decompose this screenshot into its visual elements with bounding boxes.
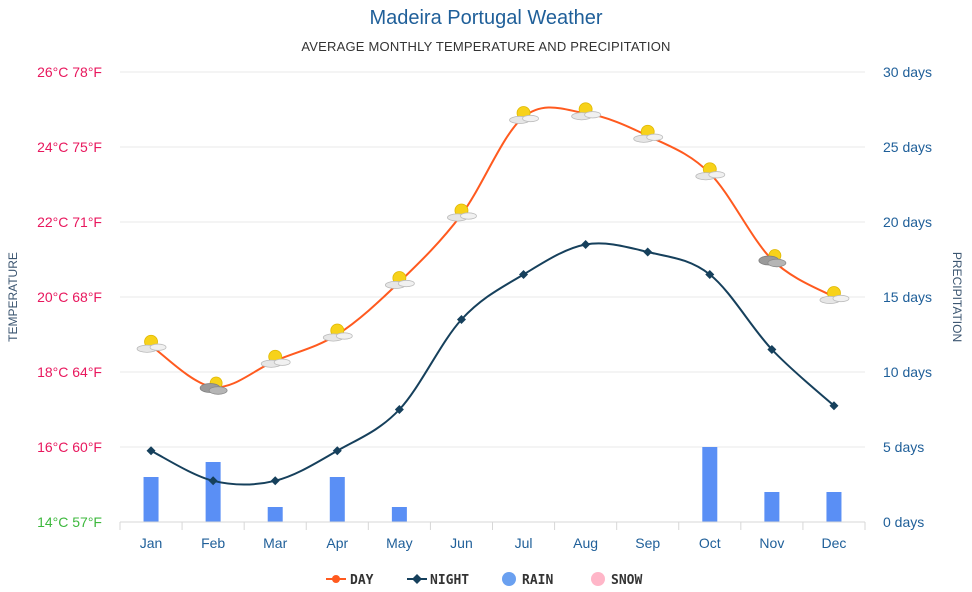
night-point (581, 240, 591, 249)
y-right-tick-label: 0 days (883, 514, 924, 530)
rain-bar (391, 507, 407, 522)
y-left-tick-label: 18°C 64°F (37, 364, 102, 380)
x-tick-label: Dec (822, 535, 847, 551)
rain-bar (329, 477, 345, 522)
night-point (270, 476, 280, 486)
night-point (705, 270, 715, 279)
night-point (456, 315, 466, 324)
rain-bar (143, 477, 159, 522)
x-tick-label: Nov (759, 535, 784, 551)
legend-item-snow[interactable]: SNOW (591, 572, 642, 588)
rain-bars (143, 447, 842, 522)
y-right-tick-label: 30 days (883, 64, 932, 80)
y-left-tick-label: 16°C 60°F (37, 439, 102, 455)
y-right-tick-label: 20 days (883, 214, 932, 230)
partly-cloudy-icon (633, 124, 664, 143)
night-point (519, 270, 529, 279)
chart-subtitle: AVERAGE MONTHLY TEMPERATURE AND PRECIPIT… (301, 39, 670, 54)
chart-title: Madeira Portugal Weather (369, 7, 602, 29)
night-point (394, 405, 404, 414)
rain-bar (702, 447, 718, 522)
y-left-tick-label: 20°C 68°F (37, 289, 102, 305)
legend-marker (502, 572, 516, 586)
x-axis: Jan Feb Mar Apr May Jun Jul Aug Sep Oct Nov Dec (119, 521, 866, 551)
grid (120, 71, 865, 523)
day-temperature-line (150, 106, 835, 389)
y-right-tick-label: 25 days (883, 139, 932, 155)
night-point (767, 345, 777, 354)
night-point (829, 401, 839, 411)
weather-icons (136, 102, 850, 395)
x-tick-label: Apr (326, 535, 348, 551)
rain-bar (267, 507, 283, 522)
x-tick-label: Oct (699, 535, 721, 551)
x-tick-label: Mar (263, 535, 287, 551)
y-left-tick-label: 26°C 78°F (37, 64, 102, 80)
legend-marker (332, 575, 340, 583)
y-left-tick-label: 14°C 57°F (37, 514, 102, 530)
night-temperature-line (150, 242, 835, 486)
night-point (146, 446, 156, 456)
legend-label: RAIN (522, 573, 553, 588)
legend-item-rain[interactable]: RAIN (502, 572, 553, 588)
legend-item-day[interactable]: DAY (326, 573, 374, 588)
partly-cloudy-icon (260, 349, 291, 368)
partly-cloudy-icon (571, 102, 602, 121)
night-point (643, 247, 653, 257)
y-right-tick-label: 5 days (883, 439, 924, 455)
cloudy-icon (199, 376, 228, 395)
y-right-tick-label: 15 days (883, 289, 932, 305)
x-tick-label: Sep (635, 535, 660, 551)
partly-cloudy-icon (695, 162, 726, 181)
partly-cloudy-icon (384, 271, 415, 289)
y-axis-right: 0 days 5 days 10 days 15 days 20 days 25 days… (883, 64, 932, 530)
legend-marker (591, 572, 605, 586)
y-axis-left: 14°C 57°F 16°C 60°F 18°C 64°F 20°C 68°F 22°C… (37, 64, 102, 530)
legend-item-night[interactable]: NIGHT (407, 573, 469, 588)
partly-cloudy-icon (447, 203, 477, 222)
y-right-tick-label: 10 days (883, 364, 932, 380)
x-tick-label: Jan (140, 535, 163, 551)
legend: DAY NIGHT RAIN SNOW (326, 572, 642, 588)
legend-marker (412, 574, 422, 584)
temperature-lines (146, 106, 839, 486)
y-axis-label-left: TEMPERATURE (6, 252, 20, 342)
legend-label: SNOW (611, 573, 642, 588)
x-tick-label: Aug (573, 535, 598, 551)
y-left-tick-label: 22°C 71°F (37, 214, 102, 230)
y-left-tick-label: 24°C 75°F (37, 139, 102, 155)
partly-cloudy-icon (819, 286, 850, 304)
partly-cloudy-icon (322, 323, 353, 342)
x-tick-label: May (386, 535, 412, 551)
rain-bar (826, 492, 842, 522)
legend-label: DAY (350, 573, 374, 588)
night-point (332, 446, 342, 456)
night-point (208, 476, 218, 486)
x-tick-label: Feb (201, 535, 225, 551)
x-tick-label: Jul (515, 535, 533, 551)
rain-bar (764, 492, 780, 522)
legend-label: NIGHT (430, 573, 469, 588)
cloudy-icon (758, 249, 787, 268)
x-tick-label: Jun (450, 535, 473, 551)
rain-bar (205, 462, 221, 522)
partly-cloudy-icon (509, 106, 539, 124)
partly-cloudy-icon (136, 334, 167, 353)
y-axis-label-right: PRECIPITATION (950, 252, 964, 342)
